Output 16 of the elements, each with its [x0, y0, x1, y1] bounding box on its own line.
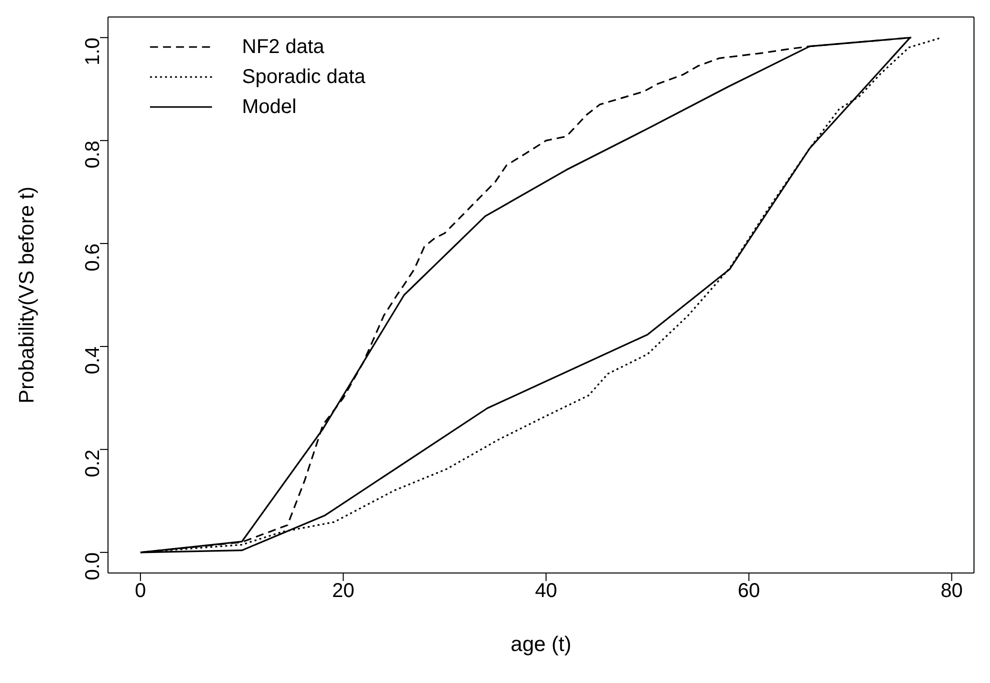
legend-label: NF2 data: [242, 35, 324, 60]
y-tick-label: 0.0: [82, 552, 104, 580]
y-tick-label: 0.4: [82, 346, 104, 374]
legend-label: Sporadic data: [242, 65, 366, 90]
y-tick-label: 0.2: [82, 449, 104, 478]
y-tick-label: 0.6: [82, 244, 104, 272]
x-tick-label: 0: [134, 580, 146, 602]
x-tick-label: 20: [332, 580, 354, 602]
y-tick-label: 0.8: [82, 140, 104, 168]
x-tick-label: 60: [738, 580, 760, 602]
x-axis-title: age (t): [510, 633, 572, 656]
x-tick-label: 80: [940, 580, 963, 602]
legend-label: Model: [242, 95, 296, 120]
x-tick-label: 40: [534, 580, 558, 602]
y-tick-label: 1.0: [82, 38, 104, 66]
y-axis-title: Probability(VS before t): [15, 186, 38, 404]
